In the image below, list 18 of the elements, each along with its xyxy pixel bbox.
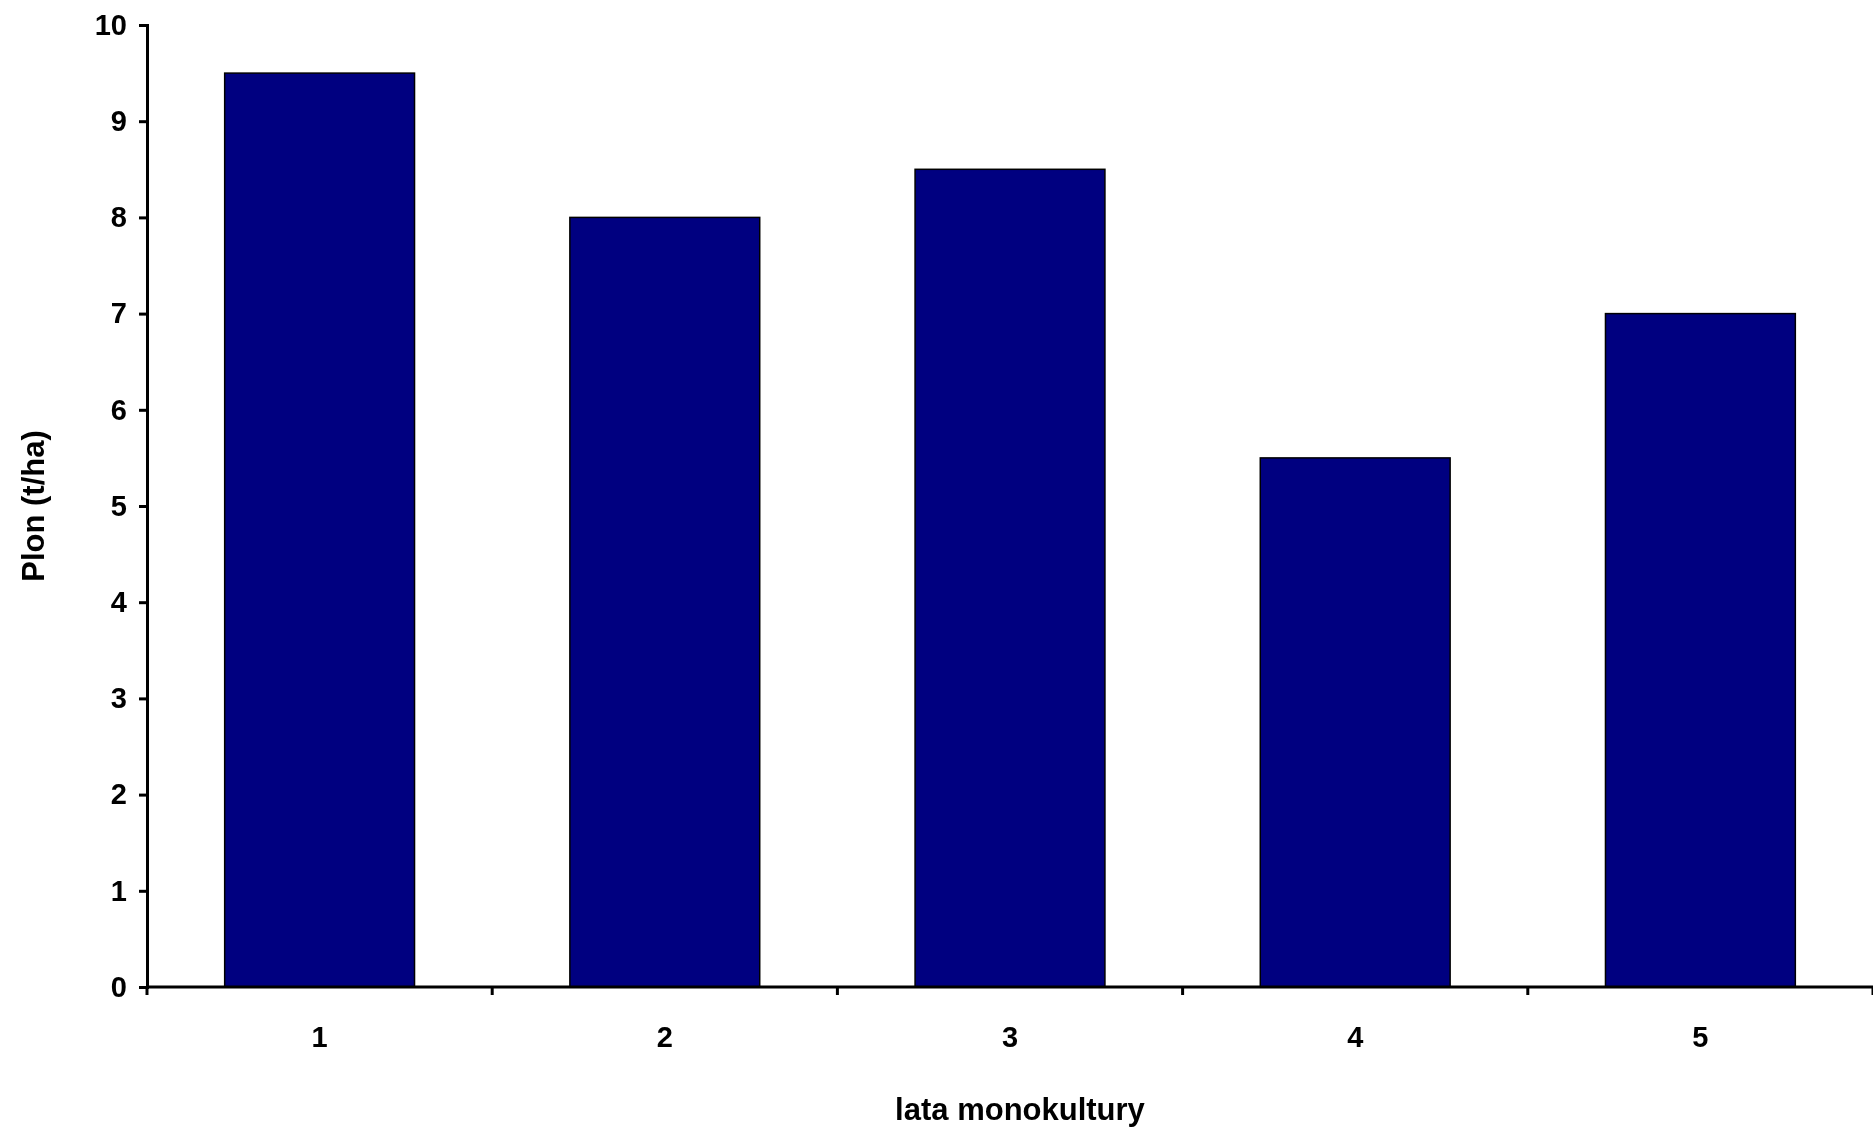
x-tick-label: 5 (1692, 1021, 1709, 1053)
x-axis-title: lata monokultury (895, 1092, 1146, 1127)
y-axis-title: Plon (t/ha) (16, 430, 51, 582)
y-tick-label: 4 (110, 585, 127, 618)
y-tick-label: 10 (94, 8, 127, 41)
y-tick-label: 3 (110, 682, 127, 715)
y-tick-label: 0 (110, 970, 127, 1003)
x-tick-label: 4 (1347, 1021, 1364, 1053)
y-tick-label: 9 (110, 104, 127, 137)
y-tick-label: 1 (110, 874, 127, 907)
x-tick-label: 3 (1001, 1021, 1019, 1053)
y-tick-label: 7 (110, 297, 127, 330)
x-tick-label: 1 (311, 1021, 328, 1053)
y-tick-label: 2 (110, 778, 127, 811)
y-tick-label: 8 (110, 201, 127, 234)
y-tick-label: 5 (110, 489, 127, 522)
y-tick-label: 6 (110, 393, 127, 426)
x-tick-label: 2 (656, 1021, 673, 1053)
